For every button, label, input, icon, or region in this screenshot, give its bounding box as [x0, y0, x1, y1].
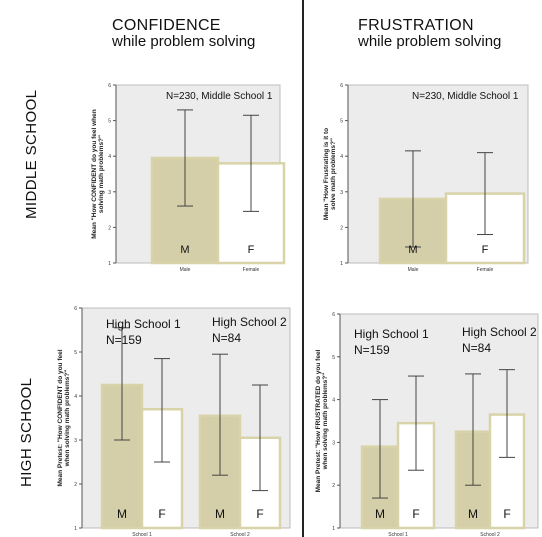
y-tick-label: 4	[74, 394, 77, 400]
confidence-header-subtitle: while problem solving	[112, 33, 256, 50]
y-tick-label: 3	[74, 438, 77, 444]
frustration-header-subtitle: while problem solving	[358, 33, 502, 50]
bar-female	[216, 162, 286, 265]
annotation: High School 1	[354, 327, 429, 341]
y-axis-label-line: Mean "How Frustrating is it to	[323, 128, 330, 220]
annotation: N=84	[462, 341, 491, 355]
frustration-header-title: FRUSTRATION	[358, 17, 474, 34]
bar-label: F	[158, 507, 165, 521]
annotation: High School 2	[462, 325, 537, 339]
annotation: High School 2	[212, 315, 287, 329]
confidence-header: CONFIDENCE while problem solving	[112, 17, 256, 50]
y-tick-label: 4	[340, 154, 343, 160]
y-tick-label: 5	[74, 350, 77, 356]
y-tick-label: 2	[74, 482, 77, 488]
x-tick-label: School 2	[230, 532, 250, 537]
y-axis-label-line: when solving math problems?"	[64, 370, 71, 468]
bar-label: F	[503, 507, 510, 521]
y-tick-label: 6	[74, 306, 77, 312]
row-label-middle-school: MIDDLE SCHOOL	[23, 89, 40, 219]
column-divider	[302, 0, 304, 537]
bar-label: F	[412, 507, 419, 521]
y-tick-label: 5	[340, 119, 343, 125]
y-tick-label: 6	[108, 83, 111, 89]
y-tick-label: 1	[74, 526, 77, 532]
bar-label: M	[117, 507, 127, 521]
y-tick-label: 1	[108, 261, 111, 267]
x-tick-label: Female	[477, 267, 494, 273]
x-tick-label: Male	[180, 267, 191, 273]
x-tick-label: School 1	[388, 532, 408, 537]
y-tick-label: 4	[108, 154, 111, 160]
chart-middle-confidence: 1 2 3 4 5 6 Mean "How CONFIDENT do you feel wh…	[91, 83, 286, 273]
y-tick-label: 3	[340, 190, 343, 196]
chart-high-frustration: 1 2 3 4 5 6 Mean Pretest: "How FRUSTRATED do y…	[315, 312, 539, 537]
y-axis-label-line: Mean "How CONFIDENT do you feel when	[91, 109, 98, 239]
y-axis-label: Mean "How CONFIDENT do you feel when solv…	[91, 109, 105, 239]
y-tick-label: 4	[332, 398, 335, 404]
row-label-high-school: HIGH SCHOOL	[18, 377, 35, 487]
y-axis-label-line: Mean Pretest: "How CONFIDENT do you feel	[57, 349, 64, 486]
annotation: N=159	[354, 343, 390, 357]
y-axis-label: Mean "How Frustrating is it to solve math…	[323, 128, 337, 220]
x-tick-label: School 1	[132, 532, 152, 537]
y-axis-label: Mean Pretest: "How CONFIDENT do you feel…	[57, 349, 71, 486]
confidence-header-title: CONFIDENCE	[112, 17, 221, 34]
y-tick-label: 3	[332, 440, 335, 446]
bar-label: M	[375, 507, 385, 521]
y-axis-label-line: Mean Pretest: "How FRUSTRATED do you fee…	[315, 349, 322, 492]
frustration-header: FRUSTRATION while problem solving	[358, 17, 502, 50]
x-tick-label: Male	[408, 267, 419, 273]
y-tick-label: 1	[340, 261, 343, 267]
annotation: N=230, Middle School 1	[166, 91, 273, 102]
annotation: N=159	[106, 333, 142, 347]
bar-label: F	[256, 507, 263, 521]
annotation: N=84	[212, 331, 241, 345]
bar-label: M	[408, 244, 417, 256]
bar-label: F	[482, 244, 489, 256]
y-axis-label-line: when solving math problems?"	[322, 373, 329, 471]
y-axis-label-line: solving math problems?"	[98, 135, 105, 213]
y-tick-label: 2	[340, 225, 343, 231]
x-tick-label: School 2	[480, 532, 500, 537]
annotation: High School 1	[106, 317, 181, 331]
y-axis-label: Mean Pretest: "How FRUSTRATED do you fee…	[315, 349, 329, 492]
annotation: N=230, Middle School 1	[412, 91, 519, 102]
y-tick-label: 6	[332, 312, 335, 318]
bar-label: F	[248, 244, 255, 256]
bar-female	[488, 413, 526, 530]
bar-label: M	[215, 507, 225, 521]
bar-label: M	[180, 244, 189, 256]
x-tick-label: Female	[243, 267, 260, 273]
chart-high-confidence: 1 2 3 4 5 6 Mean Pretest: "How CONFIDENT do yo…	[57, 306, 291, 537]
y-axis-label-line: solve math problems?"	[330, 138, 337, 210]
y-tick-label: 2	[108, 225, 111, 231]
y-tick-label: 6	[340, 83, 343, 89]
y-tick-label: 1	[332, 526, 335, 532]
y-tick-label: 5	[332, 355, 335, 361]
y-tick-label: 3	[108, 190, 111, 196]
chart-middle-frustration: 1 2 3 4 5 6 Mean "How Frustrating is it to solv…	[323, 83, 529, 273]
y-tick-label: 2	[332, 483, 335, 489]
bar-label: M	[468, 507, 478, 521]
y-tick-label: 5	[108, 119, 111, 125]
